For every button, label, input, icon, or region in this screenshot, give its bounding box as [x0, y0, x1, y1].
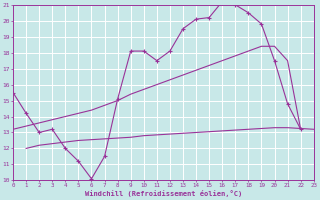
- X-axis label: Windchill (Refroidissement éolien,°C): Windchill (Refroidissement éolien,°C): [85, 190, 242, 197]
